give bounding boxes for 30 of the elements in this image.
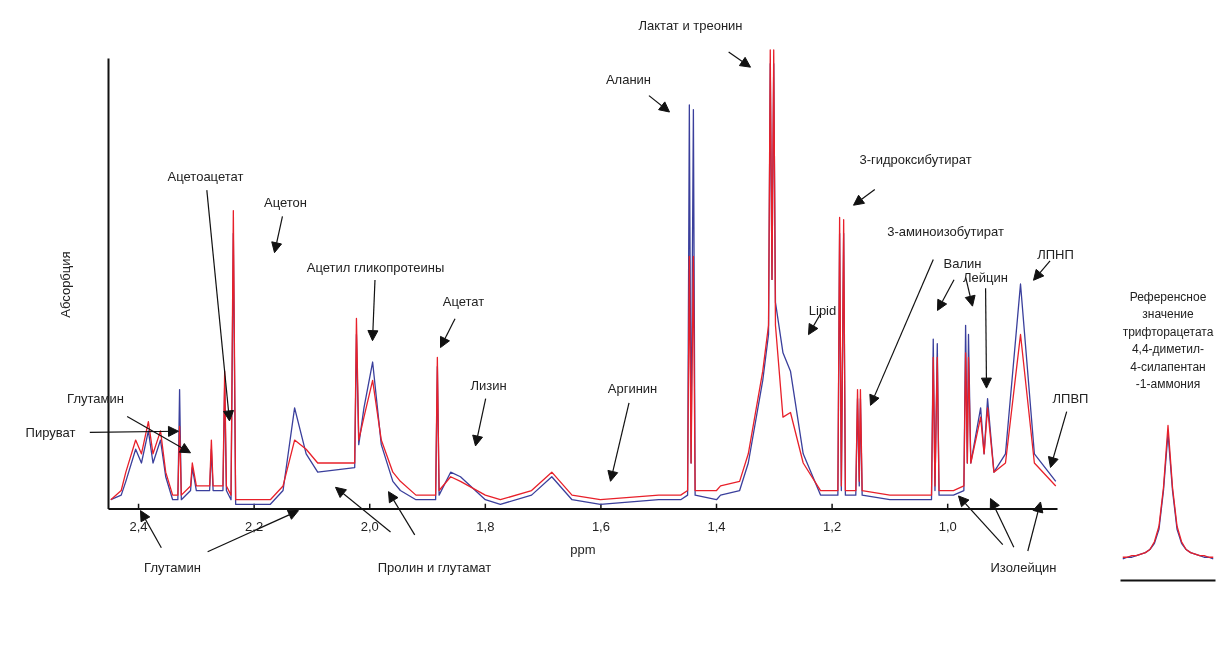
annotation: Аргинин [607,380,658,396]
x-tick-label: 2,0 [360,518,379,534]
text: Глутамин [144,560,201,576]
annotation: 3-аминоизобутират [887,223,1004,239]
annotation: 3-гидроксибутират [859,151,972,167]
text: Изолейцин [990,560,1057,576]
x-tick-label: 2,4 [129,518,148,534]
x-tick-label: 1,4 [707,518,726,534]
annotation: Лизин [470,378,507,394]
x-tick-label: 2,2 [245,518,264,534]
text: Пролин и глутамат [377,560,492,576]
annotation: ЛПВП [1052,390,1089,406]
annotation: ЛПНП [1037,246,1074,262]
annotation: Ацетат [442,294,485,310]
annotation: Ацетоацетат [167,169,244,185]
annotation: Ацетон [264,195,308,211]
text: Лактат и треонин [638,18,743,34]
annotation: Аланин [605,71,652,87]
x-tick-label: 1,6 [591,518,610,534]
text: Пируват [25,425,76,441]
annotation: Ацетил гликопротеины [306,259,445,275]
text: Референсное значение трифторацетата 4,4-диметил- 4-силапентан -1-аммония [1122,289,1214,392]
y-axis-title: Абсорбция [58,251,73,318]
x-tick-label: 1,2 [823,518,842,534]
annotation: Lipid [808,302,837,318]
x-tick-label: 1,0 [938,518,957,534]
x-tick-label: 1,8 [476,518,495,534]
annotation: Лейцин [963,270,1008,286]
annotation: Валин [943,256,982,272]
x-axis-title: ppm [570,541,596,557]
